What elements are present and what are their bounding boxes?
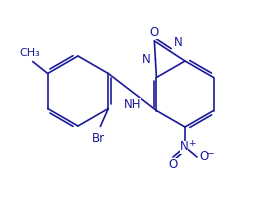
Text: Br: Br	[92, 132, 105, 144]
Text: O: O	[150, 26, 159, 39]
Text: O: O	[168, 158, 178, 171]
Text: N: N	[180, 140, 188, 153]
Text: NH: NH	[124, 98, 141, 111]
Text: CH₃: CH₃	[19, 48, 40, 58]
Text: −: −	[206, 149, 215, 159]
Text: +: +	[188, 139, 196, 148]
Text: O: O	[199, 150, 208, 164]
Text: N: N	[174, 36, 182, 49]
Text: N: N	[142, 53, 150, 66]
